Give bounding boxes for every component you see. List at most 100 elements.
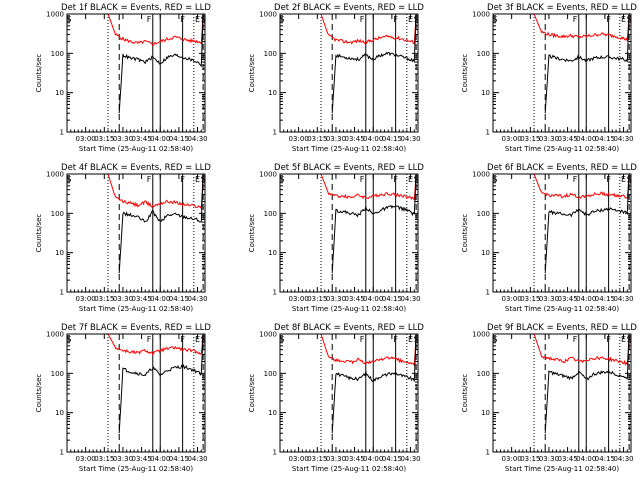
event-marker-e: E (621, 175, 626, 184)
x-tick-label: 03:45 (558, 295, 578, 303)
event-marker-s: S (279, 175, 284, 184)
event-marker-s: S (66, 15, 71, 24)
plot-frame (279, 173, 419, 293)
series-line-events (331, 334, 417, 434)
event-marker-f: F (147, 335, 152, 344)
chart-panel-5: Det 5f BLACK = Events, RED = LLD 1 10 100 10… (248, 163, 424, 313)
x-tick-label: 04:15 (382, 455, 402, 463)
x-tick-label: 03:00 (76, 455, 96, 463)
y-tick-label: 1000 (46, 331, 64, 339)
event-marker-f: F (393, 335, 398, 344)
x-tick-label: 04:30 (400, 295, 420, 303)
series-line-lld (107, 174, 204, 211)
series-line-events (544, 174, 630, 274)
x-tick-label: 03:45 (558, 135, 578, 143)
series-line-lld (533, 174, 630, 199)
y-tick-label: 100 (264, 370, 277, 378)
series-line-lld (320, 14, 417, 45)
event-marker-e: E (195, 15, 200, 24)
y-tick-label: 1 (273, 129, 277, 137)
chart-panel-9: Det 9f BLACK = Events, RED = LLD 1 10 100 10… (461, 323, 637, 473)
x-tick-label: 04:00 (363, 295, 383, 303)
x-tick-label: 03:30 (539, 295, 559, 303)
x-tick-label: 03:15 (94, 135, 114, 143)
event-marker-e: E (195, 335, 200, 344)
y-axis-label: Counts/sec (35, 374, 43, 413)
x-tick-label: 04:30 (613, 135, 633, 143)
x-tick-label: 04:15 (595, 455, 615, 463)
chart-panel-7: Det 7f BLACK = Events, RED = LLD 1 10 100 10… (35, 323, 211, 473)
event-marker-s: S (627, 15, 632, 24)
y-tick-label: 1 (486, 289, 490, 297)
x-tick-label: 03:15 (520, 455, 540, 463)
y-tick-label: 1000 (472, 331, 490, 339)
y-tick-label: 10 (268, 409, 277, 417)
series-line-events (331, 14, 417, 114)
plot-frame (66, 173, 206, 293)
x-tick-label: 04:00 (576, 295, 596, 303)
y-tick-label: 100 (264, 50, 277, 58)
x-tick-label: 04:15 (382, 295, 402, 303)
y-tick-label: 1 (60, 129, 64, 137)
chart-title: Det 2f BLACK = Events, RED = LLD (274, 3, 424, 13)
series-line-events (118, 14, 204, 114)
x-tick-label: 04:15 (595, 295, 615, 303)
y-tick-label: 10 (481, 409, 490, 417)
x-tick-label: 03:45 (558, 455, 578, 463)
series-line-events (118, 334, 204, 434)
y-tick-label: 10 (55, 249, 64, 257)
event-marker-s: S (279, 335, 284, 344)
y-tick-label: 1 (60, 449, 64, 457)
x-tick-label: 03:45 (132, 135, 152, 143)
y-tick-label: 100 (477, 210, 490, 218)
event-marker-f: F (606, 15, 611, 24)
y-tick-label: 1000 (46, 11, 64, 19)
x-tick-label: 03:45 (132, 455, 152, 463)
x-tick-label: 03:00 (502, 455, 522, 463)
x-tick-label: 03:15 (307, 295, 327, 303)
x-tick-label: 03:30 (113, 135, 133, 143)
event-marker-f: F (147, 15, 152, 24)
plot-frame (279, 333, 419, 453)
y-tick-label: 1 (60, 289, 64, 297)
series-line-events (331, 174, 417, 274)
y-tick-label: 1 (486, 449, 490, 457)
plot-frame (492, 173, 632, 293)
event-marker-f: F (573, 335, 578, 344)
y-tick-label: 1 (273, 289, 277, 297)
y-tick-label: 1000 (259, 11, 277, 19)
y-axis-label: Counts/sec (248, 374, 256, 413)
x-tick-label: 03:30 (539, 135, 559, 143)
event-marker-f: F (606, 335, 611, 344)
event-marker-s: S (414, 335, 419, 344)
series-line-lld (533, 334, 630, 366)
x-tick-label: 03:00 (76, 135, 96, 143)
y-tick-label: 100 (477, 50, 490, 58)
x-axis-label: Start Time (25-Aug-11 02:58:40) (505, 145, 619, 153)
event-marker-s: S (627, 335, 632, 344)
x-tick-label: 03:30 (326, 455, 346, 463)
x-tick-label: 03:30 (326, 135, 346, 143)
event-marker-e: E (621, 335, 626, 344)
event-marker-s: S (492, 15, 497, 24)
event-marker-e: E (621, 15, 626, 24)
y-axis-label: Counts/sec (461, 214, 469, 253)
y-tick-label: 100 (51, 50, 64, 58)
event-marker-s: S (66, 175, 71, 184)
event-marker-e: E (408, 335, 413, 344)
x-tick-label: 03:15 (520, 295, 540, 303)
x-tick-label: 03:15 (520, 135, 540, 143)
event-marker-s: S (492, 335, 497, 344)
event-marker-f: F (360, 175, 365, 184)
y-tick-label: 1000 (259, 171, 277, 179)
chart-panel-2: Det 2f BLACK = Events, RED = LLD 1 10 100 10… (248, 3, 424, 153)
chart-title: Det 8f BLACK = Events, RED = LLD (274, 323, 424, 333)
x-tick-label: 04:15 (382, 135, 402, 143)
chart-title: Det 5f BLACK = Events, RED = LLD (274, 163, 424, 173)
x-axis-label: Start Time (25-Aug-11 02:58:40) (79, 145, 193, 153)
x-tick-label: 03:45 (345, 295, 365, 303)
y-tick-label: 10 (481, 249, 490, 257)
y-axis-label: Counts/sec (248, 214, 256, 253)
y-axis-label: Counts/sec (461, 54, 469, 93)
